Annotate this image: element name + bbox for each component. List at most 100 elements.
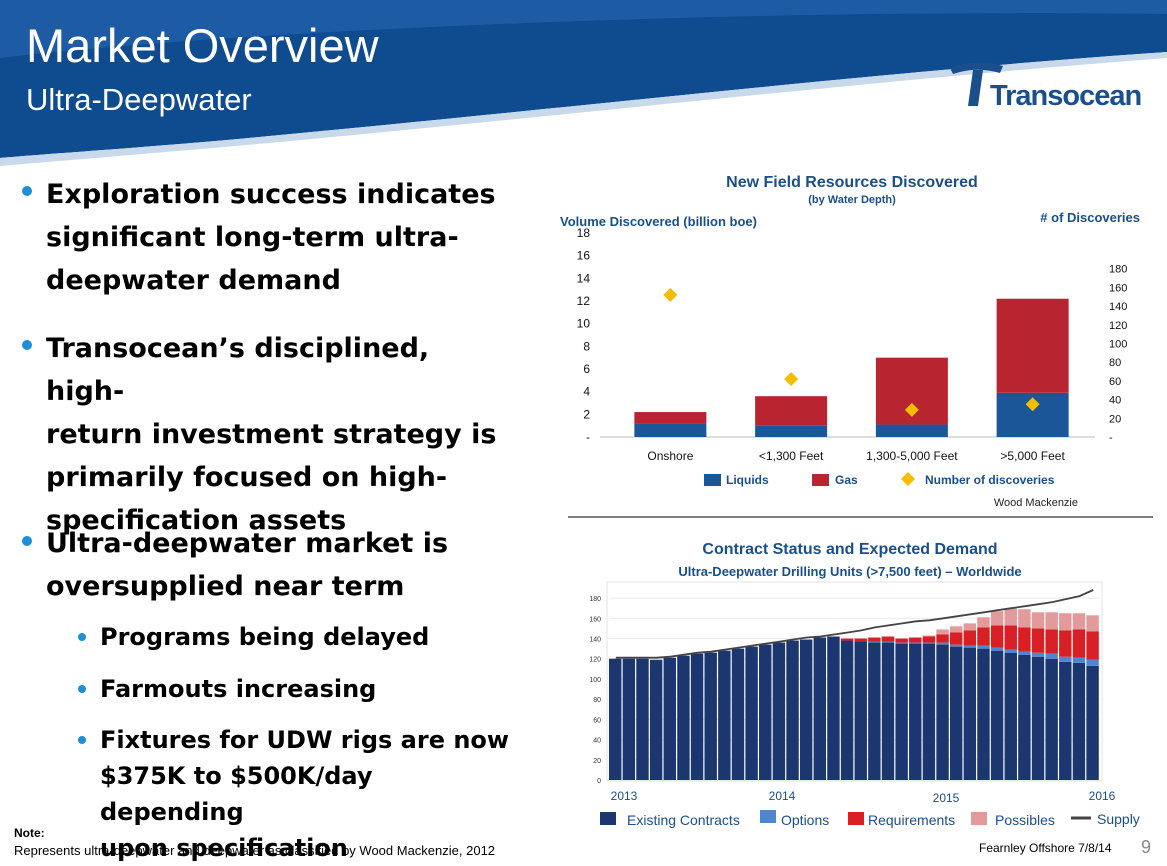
chart2-bar-existing-contracts (622, 658, 636, 780)
chart2-bar-requirements (881, 636, 895, 642)
footer-source: Fearnley Offshore 7/8/14 (979, 841, 1112, 855)
chart1-discovery-marker (904, 402, 919, 417)
chart2-bar-options (949, 644, 963, 647)
chart2-bar-possibles (936, 629, 949, 635)
sub-bullet-3-line: Fixtures for UDW rigs are now (100, 726, 510, 754)
chart2-subtitle: Ultra-Deepwater Drilling Units (>7,500 f… (678, 564, 1021, 579)
chart2-bar-existing-contracts (1072, 662, 1086, 780)
legend-existing-swatch (600, 812, 616, 825)
chart2-bar-possibles (1018, 609, 1031, 628)
chart1-ytick: 2 (583, 407, 590, 421)
legend-options-swatch (760, 810, 776, 823)
legend-options-label: Options (781, 812, 829, 828)
bullet-1-line: deepwater demand (46, 265, 341, 296)
legend-gas-swatch (812, 474, 829, 486)
legend-liquids-swatch (704, 474, 721, 486)
chart2-ytick: 180 (589, 596, 601, 603)
bullet-dot-icon (22, 536, 32, 546)
chart2-bar-requirements (1031, 628, 1045, 653)
page-subtitle: Ultra-Deepwater (26, 82, 252, 117)
chart2-bar-requirements (1045, 629, 1058, 654)
chart2-bar-requirements (868, 637, 881, 642)
chart2-ytick: 60 (593, 717, 601, 724)
legend-possibles-swatch (971, 812, 987, 825)
bullet-3-line: oversupplied near term (46, 571, 405, 602)
note-label: Note: (14, 826, 45, 840)
chart2-bar-existing-contracts (772, 642, 786, 780)
chart1-bar-gas (634, 412, 707, 424)
chart2-bar-existing-contracts (881, 642, 895, 780)
chart1-y2tick: 100 (1109, 339, 1127, 351)
chart2-bar-existing-contracts (990, 650, 1004, 780)
bullet-1-line: significant long-term ultra- (46, 222, 459, 253)
chart2-bar-requirements (963, 630, 977, 646)
chart2-bar-possibles (977, 617, 990, 628)
sub-bullet-2-line: Farmouts increasing (100, 675, 377, 703)
chart2-bar-options (1004, 649, 1017, 653)
bullet-2-line: Transocean’s disciplined, high- (46, 333, 430, 407)
chart2-xlabel: 2014 (769, 789, 796, 803)
sub-bullet-dot-icon (78, 685, 86, 693)
chart2-xlabel: 2016 (1089, 789, 1116, 803)
chart2-ytick: 120 (589, 657, 601, 664)
chart1-bar-gas (755, 396, 828, 426)
chart2-bar-requirements (990, 625, 1004, 648)
chart1-bar-liquids (755, 425, 828, 437)
chart2-bar-existing-contracts (1086, 665, 1099, 780)
chart2-ytick: 40 (593, 738, 601, 745)
chart2-bar-possibles (1072, 613, 1086, 630)
chart2-bar-requirements (840, 638, 854, 641)
chart1-ytick: 8 (583, 339, 590, 353)
chart1-ytick: 12 (577, 294, 591, 308)
chart2-bar-existing-contracts (909, 643, 922, 780)
chart2-bar-options (1018, 651, 1031, 655)
chart2-bar-existing-contracts (963, 647, 977, 780)
chart1-bar-gas (996, 298, 1069, 393)
chart1-bar-liquids (634, 423, 707, 437)
chart2-bar-existing-contracts (690, 653, 704, 780)
chart2-bar-requirements (1018, 627, 1031, 652)
chart1-discovery-marker (784, 372, 799, 387)
chart2-bar-possibles (922, 635, 936, 637)
chart2-bar-options (1045, 653, 1058, 659)
chart2-bar-existing-contracts (1045, 658, 1058, 780)
chart1-y2tick: 160 (1109, 282, 1127, 294)
chart2-bar-existing-contracts (977, 648, 990, 780)
header-band-shape (0, 0, 1167, 158)
chart1-ytick: 18 (577, 226, 591, 240)
chart1-bar-liquids (875, 424, 948, 437)
chart1-ytick: 6 (583, 362, 590, 376)
chart2-bar-existing-contracts (799, 639, 813, 780)
chart2-bar-possibles (963, 623, 977, 631)
bullet-2-line: primarily focused on high- (46, 462, 448, 493)
bullet-3-line: Ultra-deepwater market is (46, 528, 449, 559)
bullet-2: Transocean’s disciplined, high- return i… (46, 327, 516, 542)
chart2-bar-options (909, 642, 922, 644)
chart2-bar-requirements (1004, 625, 1017, 650)
sub-bullet-3: Fixtures for UDW rigs are now $375K to $… (100, 722, 520, 866)
chart2-bar-options (1086, 659, 1099, 666)
chart1-ytick: 10 (577, 317, 591, 331)
chart1-y2tick: 140 (1109, 301, 1127, 313)
chart2-bar-existing-contracts (609, 658, 622, 780)
bullet-3: Ultra-deepwater market is oversupplied n… (46, 522, 516, 608)
sub-bullet-2: Farmouts increasing (100, 671, 520, 707)
chart1-y2tick: 40 (1109, 395, 1121, 407)
sub-bullet-3-line: $375K to $500K/day depending (100, 762, 373, 826)
chart2-xlabel: 2015 (933, 791, 960, 805)
chart2-bar-options (963, 645, 977, 648)
page-title: Market Overview (26, 19, 379, 72)
chart1-y2tick: 60 (1109, 376, 1121, 388)
chart1-xlabel: Onshore (647, 449, 693, 463)
chart1-ytick: - (586, 430, 590, 444)
chart2-bar-possibles (1045, 612, 1058, 630)
chart1-xlabel: <1,300 Feet (759, 449, 824, 463)
legend-gas-label: Gas (835, 473, 858, 487)
chart1-ylabel: Volume Discovered (billion boe) (560, 214, 757, 229)
chart2-bar-options (881, 641, 895, 643)
chart2-bar-possibles (1086, 615, 1099, 632)
sub-bullet-dot-icon (78, 633, 86, 641)
page-number: 9 (1141, 837, 1152, 857)
chart2-bar-existing-contracts (731, 648, 745, 780)
chart2-bar-options (868, 641, 881, 643)
